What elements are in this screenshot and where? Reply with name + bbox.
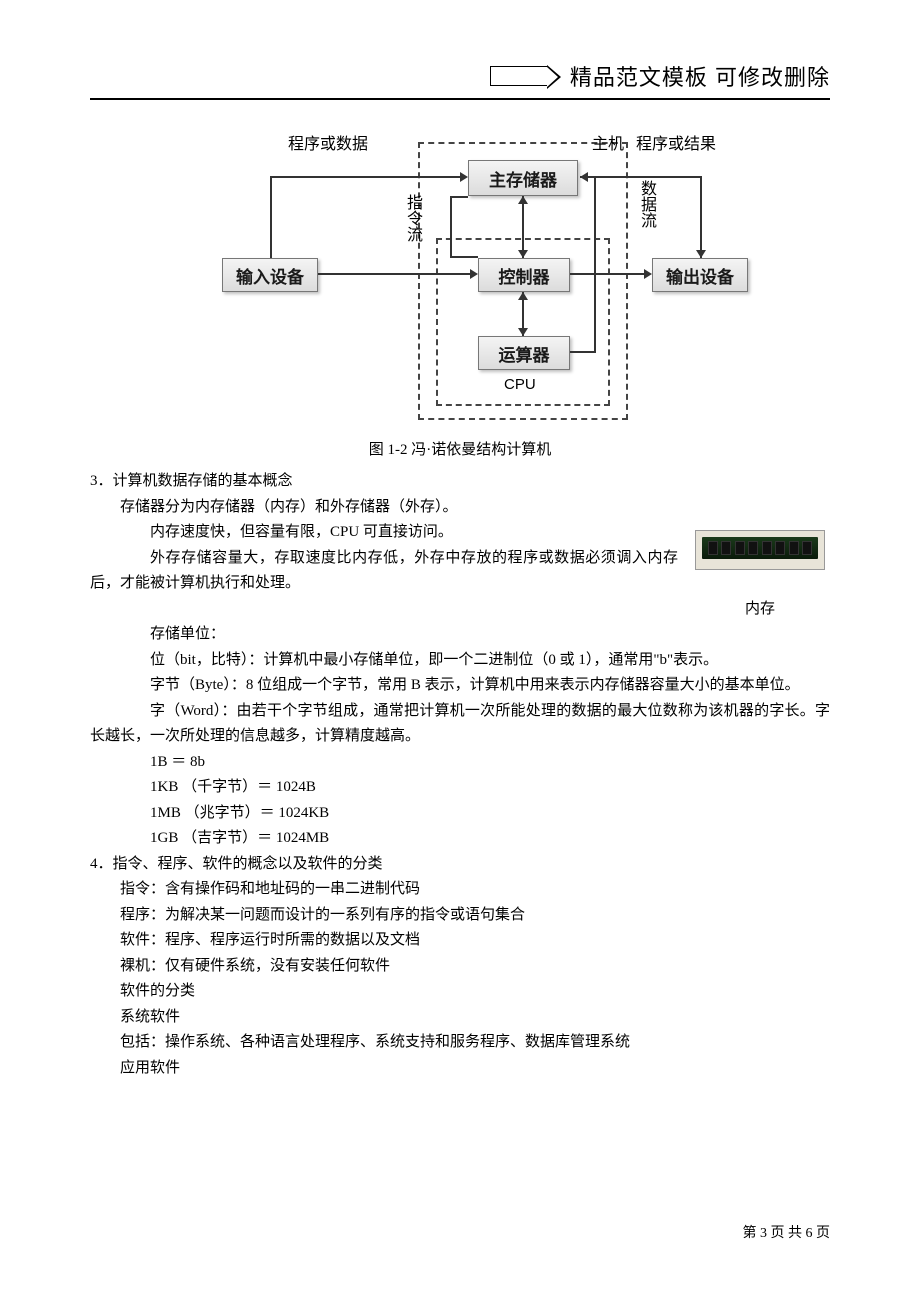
ram-chip xyxy=(735,541,745,555)
line-instr-top xyxy=(450,196,468,198)
ram-chip xyxy=(802,541,812,555)
arrow-from-memory-right xyxy=(580,172,588,182)
box-controller-label: 控制器 xyxy=(499,263,550,288)
sec3-conv3: 1MB （兆字节）＝ 1024KB xyxy=(90,801,830,827)
box-output-label: 输出设备 xyxy=(666,263,734,288)
ram-pcb xyxy=(702,537,818,559)
sec3-conv1: 1B ＝ 8b xyxy=(90,750,830,776)
arrow-input-controller xyxy=(470,269,478,279)
box-input: 输入设备 xyxy=(222,258,318,292)
sec3-unit-head: 存储单位： xyxy=(90,622,830,648)
box-controller: 控制器 xyxy=(478,258,570,292)
line-output-top xyxy=(580,176,702,178)
header-title: 精品范文模板 可修改删除 xyxy=(570,60,830,92)
line-mem-ctrl xyxy=(522,196,524,258)
arrow-mem-to-ctrl xyxy=(518,250,528,258)
line-output-up xyxy=(700,176,702,258)
line-controller-output xyxy=(570,273,644,275)
label-instruction-flow: 指令流 xyxy=(400,194,424,242)
label-program-or-data: 程序或数据 xyxy=(288,130,368,154)
sec4-title: 4．指令、程序、软件的概念以及软件的分类 xyxy=(90,852,830,878)
sec3-byte: 字节（Byte）：8 位组成一个字节，常用 B 表示，计算机中用来表示内存储器容… xyxy=(90,673,830,699)
sec4-l4: 裸机：仅有硬件系统，没有安装任何软件 xyxy=(90,954,830,980)
box-alu: 运算器 xyxy=(478,336,570,370)
von-neumann-diagram: 程序或数据 主机 程序或结果 主存储器 控制器 运算器 CPU 输入设备 输出设… xyxy=(200,130,720,430)
ram-chip xyxy=(748,541,758,555)
ram-chip xyxy=(789,541,799,555)
line-instr-down xyxy=(450,196,452,258)
label-host: 主机 xyxy=(592,130,624,154)
arrow-into-output-top xyxy=(696,250,706,258)
line-input-up xyxy=(270,176,272,258)
line-instr-bot xyxy=(450,256,478,258)
page-header: 精品范文模板 可修改删除 xyxy=(90,60,830,92)
sec4-l7: 包括：操作系统、各种语言处理程序、系统支持和服务程序、数据库管理系统 xyxy=(90,1030,830,1056)
sec3-conv2: 1KB （千字节）＝ 1024B xyxy=(90,775,830,801)
line-alu-right xyxy=(570,351,596,353)
arrow-alu-to-ctrl xyxy=(518,292,528,300)
sec3-word: 字（Word）：由若干个字节组成，通常把计算机一次所能处理的数据的最大位数称为该… xyxy=(90,699,830,750)
box-main-memory-label: 主存储器 xyxy=(489,166,557,191)
ram-chip xyxy=(708,541,718,555)
sec4-l5: 软件的分类 xyxy=(90,979,830,1005)
header-rule xyxy=(90,98,830,100)
sec3-p1: 存储器分为内存储器（内存）和外存储器（外存）。 xyxy=(90,495,830,521)
line-alu-up xyxy=(594,178,596,353)
sec3-title: 3．计算机数据存储的基本概念 xyxy=(90,469,830,495)
arrow-ctrl-to-mem xyxy=(518,196,528,204)
label-program-or-result: 程序或结果 xyxy=(636,130,716,154)
box-output: 输出设备 xyxy=(652,258,748,292)
ram-chip xyxy=(775,541,785,555)
box-input-label: 输入设备 xyxy=(236,263,304,288)
arrow-into-memory-left xyxy=(460,172,468,182)
ram-figure: 内存 xyxy=(690,530,830,618)
ram-chip xyxy=(721,541,731,555)
arrow-ctrl-to-alu xyxy=(518,328,528,336)
box-main-memory: 主存储器 xyxy=(468,160,578,196)
line-input-controller xyxy=(318,273,470,275)
sec4-l2: 程序：为解决某一问题而设计的一系列有序的指令或语句集合 xyxy=(90,903,830,929)
page-footer: 第 3 页 共 6 页 xyxy=(743,1222,831,1242)
line-input-top xyxy=(270,176,460,178)
ram-image xyxy=(695,530,825,570)
sec4-l3: 软件：程序、程序运行时所需的数据以及文档 xyxy=(90,928,830,954)
box-alu-label: 运算器 xyxy=(499,341,550,366)
arrow-icon xyxy=(490,66,548,86)
sec4-l1: 指令：含有操作码和地址码的一串二进制代码 xyxy=(90,877,830,903)
sec4-l6: 系统软件 xyxy=(90,1005,830,1031)
ram-chip xyxy=(762,541,772,555)
arrow-controller-output xyxy=(644,269,652,279)
sec4-l8: 应用软件 xyxy=(90,1056,830,1082)
label-data-flow: 数据流 xyxy=(634,180,658,228)
ram-caption: 内存 xyxy=(690,597,830,618)
sec3-bit: 位（bit，比特）：计算机中最小存储单位，即一个二进制位（0 或 1），通常用"… xyxy=(90,648,830,674)
label-cpu: CPU xyxy=(504,376,536,393)
diagram-caption: 图 1-2 冯·诺依曼结构计算机 xyxy=(90,438,830,459)
sec3-conv4: 1GB （吉字节）＝ 1024MB xyxy=(90,826,830,852)
